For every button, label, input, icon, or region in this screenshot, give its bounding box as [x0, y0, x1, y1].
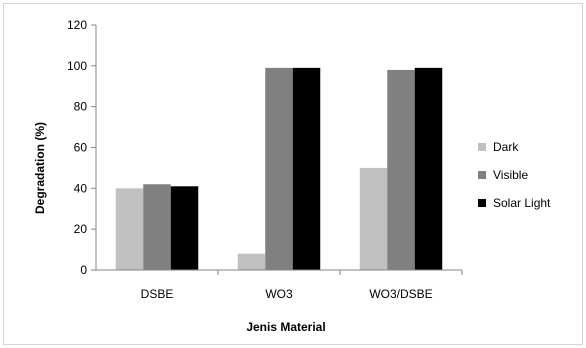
bar-visible — [143, 184, 171, 270]
y-tick-label: 80 — [74, 100, 88, 114]
x-tick-label: WO3 — [265, 287, 293, 301]
x-axis-ticks: DSBE WO3 WO3/DSBE — [141, 270, 463, 301]
bar-solar-light — [170, 186, 199, 270]
y-tick-label: 100 — [67, 59, 87, 73]
bar-solar-light — [292, 67, 321, 270]
x-tick-label: WO3/DSBE — [369, 287, 432, 301]
y-tick-label: 40 — [74, 181, 88, 195]
y-tick-label: 0 — [80, 263, 87, 277]
legend-label: Dark — [493, 140, 519, 154]
y-axis-title: Degradation (%) — [33, 122, 47, 214]
y-axis-ticks: 0 20 40 60 80 100 120 — [67, 18, 96, 277]
legend: Dark Visible Solar Light — [478, 140, 551, 210]
x-tick-label: DSBE — [141, 287, 174, 301]
legend-swatch — [478, 171, 486, 179]
bar-visible — [387, 69, 415, 271]
legend-label: Solar Light — [493, 196, 551, 210]
bar-dark — [359, 167, 388, 270]
legend-label: Visible — [493, 168, 528, 182]
bar-visible — [265, 67, 293, 270]
bar-solar-light — [414, 67, 443, 270]
y-tick-label: 20 — [74, 222, 88, 236]
legend-swatch — [478, 143, 486, 151]
legend-swatch — [478, 199, 486, 207]
bar-dark — [115, 188, 144, 270]
bar-dark — [237, 253, 266, 270]
y-tick-label: 60 — [74, 141, 88, 155]
x-axis-title: Jenis Material — [246, 320, 325, 334]
bars — [115, 67, 443, 271]
y-tick-label: 120 — [67, 18, 87, 32]
